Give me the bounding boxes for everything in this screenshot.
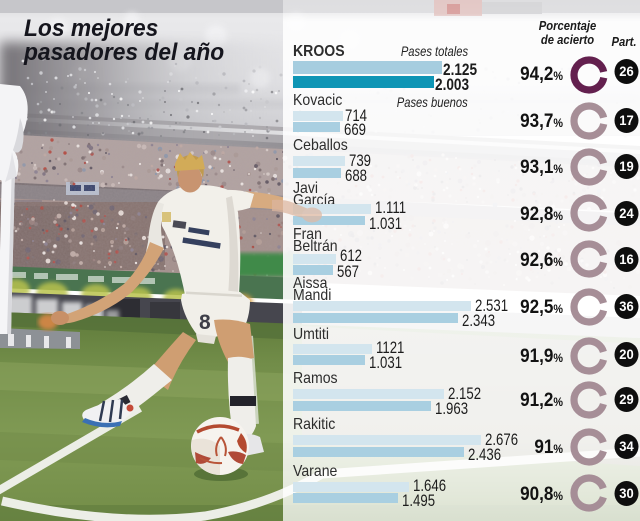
svg-text:8: 8 bbox=[199, 311, 211, 334]
